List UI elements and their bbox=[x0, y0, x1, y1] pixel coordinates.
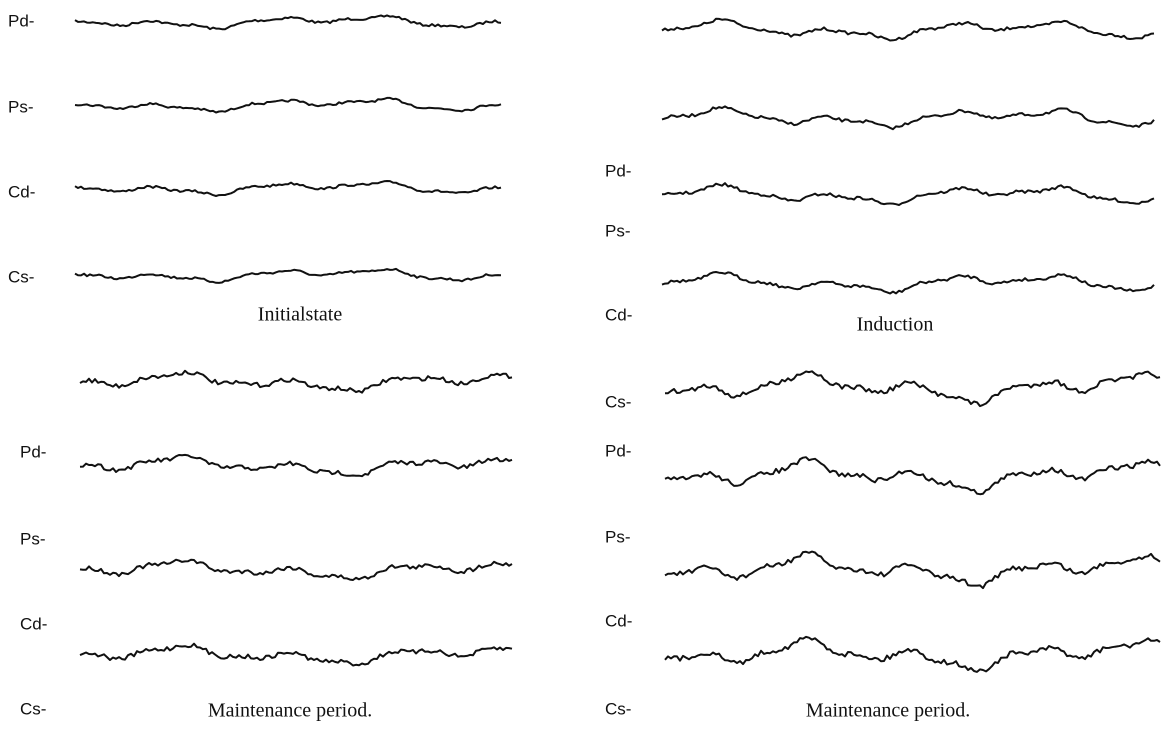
eeg-trace bbox=[664, 635, 1161, 673]
eeg-trace bbox=[661, 271, 1155, 295]
panel-caption: Induction bbox=[857, 314, 934, 336]
eeg-trace bbox=[74, 267, 502, 284]
trace-label: Cs- bbox=[20, 699, 46, 718]
eeg-trace bbox=[79, 558, 513, 581]
eeg-trace bbox=[664, 370, 1161, 408]
eeg-trace bbox=[661, 17, 1155, 42]
trace-label: Ps- bbox=[605, 527, 631, 546]
eeg-trace bbox=[661, 182, 1155, 206]
trace-label: Cd- bbox=[605, 611, 632, 630]
eeg-trace bbox=[664, 550, 1161, 590]
eeg-trace bbox=[664, 456, 1161, 496]
panel-caption: Maintenance period. bbox=[208, 700, 372, 722]
trace-label: Ps- bbox=[605, 221, 631, 240]
trace-label: Cd- bbox=[20, 614, 47, 633]
trace-label: Cs- bbox=[605, 392, 631, 411]
trace-label: Cd- bbox=[8, 182, 35, 201]
eeg-trace bbox=[74, 180, 502, 197]
trace-label: Ps- bbox=[20, 529, 46, 548]
eeg-trace bbox=[79, 453, 513, 478]
trace-label: Cs- bbox=[605, 699, 631, 718]
trace-label: Pd- bbox=[605, 161, 631, 180]
trace-label: Pd- bbox=[20, 442, 46, 461]
trace-label: Cd- bbox=[605, 305, 632, 324]
eeg-trace bbox=[79, 369, 513, 394]
trace-label: Cs- bbox=[8, 267, 34, 286]
eeg-trace bbox=[74, 96, 502, 114]
trace-label: Pd- bbox=[8, 11, 34, 30]
traces bbox=[74, 14, 1161, 673]
trace-label: Ps- bbox=[8, 97, 34, 116]
eeg-trace bbox=[79, 642, 513, 667]
panel-caption: Initialstate bbox=[258, 304, 343, 326]
eeg-trace bbox=[661, 105, 1155, 131]
trace-label: Pd- bbox=[605, 441, 631, 460]
eeg-trace bbox=[74, 14, 502, 31]
panel-caption: Maintenance period. bbox=[806, 700, 970, 722]
